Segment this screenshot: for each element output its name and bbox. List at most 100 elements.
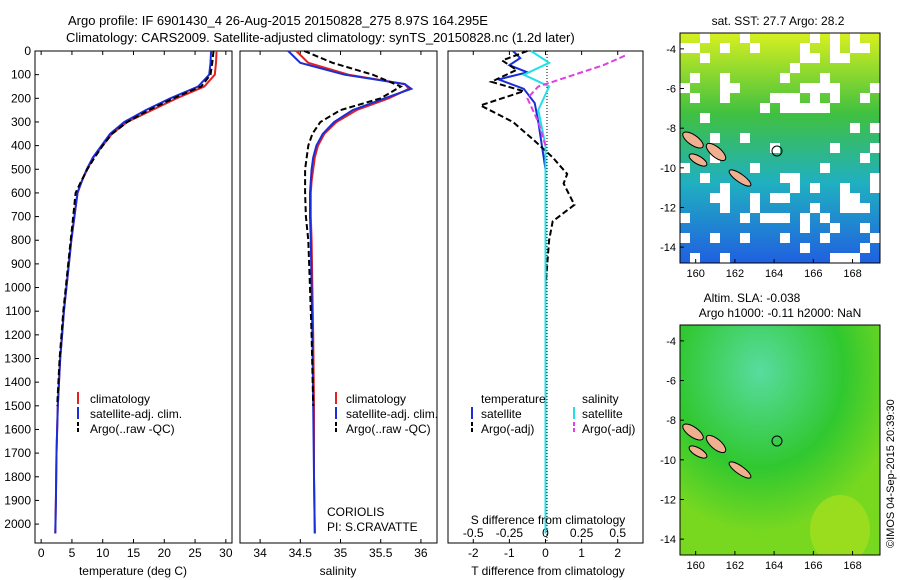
missing-data-cell [870,233,880,243]
x-tick-label: 35 [334,546,348,560]
legend-label-sal-satellite: satellite [582,407,623,421]
missing-data-cell [870,83,880,93]
legend-label-satellite: satellite-adj. clim. [90,407,182,421]
map-y-tick-label: -4 [666,336,676,348]
x-tick-label: 0 [542,546,549,560]
missing-data-cell [720,43,730,53]
missing-data-cell [840,53,850,63]
missing-data-cell [790,93,800,103]
map-x-tick-label: 160 [687,268,705,280]
x-tick-label: 10 [96,546,110,560]
y-tick-label: 1800 [4,470,31,484]
missing-data-cell [720,73,730,83]
sla-map-panel: Altim. SLA: -0.038 Argo h1000: -0.11 h20… [660,291,881,572]
missing-data-cell [690,253,700,263]
legend-title-salinity: salinity [582,392,619,406]
missing-data-cell [810,33,820,43]
x-tick-label: 2 [614,546,621,560]
missing-data-cell [740,213,750,223]
map-x-tick-label: 168 [843,268,861,280]
title-line-1: Argo profile: IF 6901430_4 26-Aug-2015 2… [68,13,488,28]
x-tick-label: 0 [38,546,45,560]
y-tick-label: 1600 [4,422,31,436]
y-tick-label: 600 [11,186,31,200]
legend-label-temp-argo: Argo(-adj) [481,422,534,436]
map-x-tick-label: 168 [843,560,861,572]
missing-data-cell [760,213,770,223]
argo-float-marker [771,435,783,447]
missing-data-cell [720,183,730,193]
y-tick-label: 1100 [5,304,31,318]
missing-data-cell [680,163,690,173]
missing-data-cell [700,33,710,43]
missing-data-cell [690,43,700,53]
annotation-coriolis: CORIOLIS [327,505,384,519]
y-tick-label: 1700 [4,446,31,460]
missing-data-cell [800,213,810,223]
missing-data-cell [820,73,830,83]
legend-label-temp-satellite: satellite [481,407,522,421]
missing-data-cell [820,233,830,243]
missing-data-cell [830,93,840,103]
sla-map-frame [679,324,881,556]
series-line-climatology [54,50,218,534]
map-y-tick-label: -14 [660,242,676,254]
missing-data-cell [830,83,840,93]
missing-data-cell [800,103,810,113]
s-tick-label: -0.25 [496,526,524,540]
missing-data-cell [740,133,750,143]
legend-label-argo: Argo(..raw -QC) [346,422,431,436]
y-tick-label: 800 [11,233,31,247]
legend-title-temperature: temperature [481,392,546,406]
sla-map-subtitle: Argo h1000: -0.11 h2000: NaN [699,306,862,320]
missing-data-cell [790,63,800,73]
missing-data-cell [770,143,780,153]
missing-data-cell [780,93,790,103]
y-tick-label: 1400 [4,375,31,389]
missing-data-cell [710,233,720,243]
s-tick-label: 0.25 [570,526,594,540]
sst-map-panel: sat. SST: 27.7 Argo: 28.2 160 162 164 166 16… [660,14,881,280]
missing-data-cell [780,173,790,183]
missing-data-cell [680,213,690,223]
missing-data-cell [790,183,800,193]
series-line-argo-raw-qc [303,50,404,406]
x-tick-label: 35.5 [369,546,393,560]
annotation-pi: PI: S.CRAVATTE [327,520,418,534]
missing-data-cell [820,103,830,113]
legend-label-climatology: climatology [346,392,406,406]
missing-data-cell [800,243,810,253]
missing-data-cell [680,233,690,243]
difference-legend: temperature salinity satellite Argo(-adj… [471,392,635,436]
missing-data-cell [770,93,780,103]
missing-data-cell [840,203,850,213]
missing-data-cell [680,83,690,93]
missing-data-cell [750,163,760,173]
x-tick-label: 36 [414,546,428,560]
missing-data-cell [850,123,860,133]
argo-float-marker [771,145,783,157]
missing-data-cell [700,53,710,63]
missing-data-cell [810,103,820,113]
missing-data-cell [810,203,820,213]
salinity-legend: climatology satellite-adj. clim. Argo(..… [335,392,438,436]
missing-data-cell [730,83,740,93]
x-tick-label: -1 [504,546,515,560]
difference-panel: -2 -1 0 1 2 -0.5 -0.25 0 0.25 0.5 S difference f… [447,50,644,578]
missing-data-cell [820,163,830,173]
missing-data-cell [830,253,840,263]
missing-data-cell [850,33,860,43]
missing-data-cell [690,73,700,83]
missing-data-cell [710,133,720,143]
missing-data-cell [740,233,750,243]
y-tick-label: 400 [11,139,31,153]
missing-data-cell [840,183,850,193]
y-tick-label: 900 [11,257,31,271]
missing-data-cell [860,243,870,253]
x-tick-label: 34.5 [289,546,313,560]
sla-anomaly-south [810,495,870,555]
x-tick-label: 30 [219,546,233,560]
y-tick-label: 700 [11,210,31,224]
series-line-salinity-argo-adj [526,54,626,146]
